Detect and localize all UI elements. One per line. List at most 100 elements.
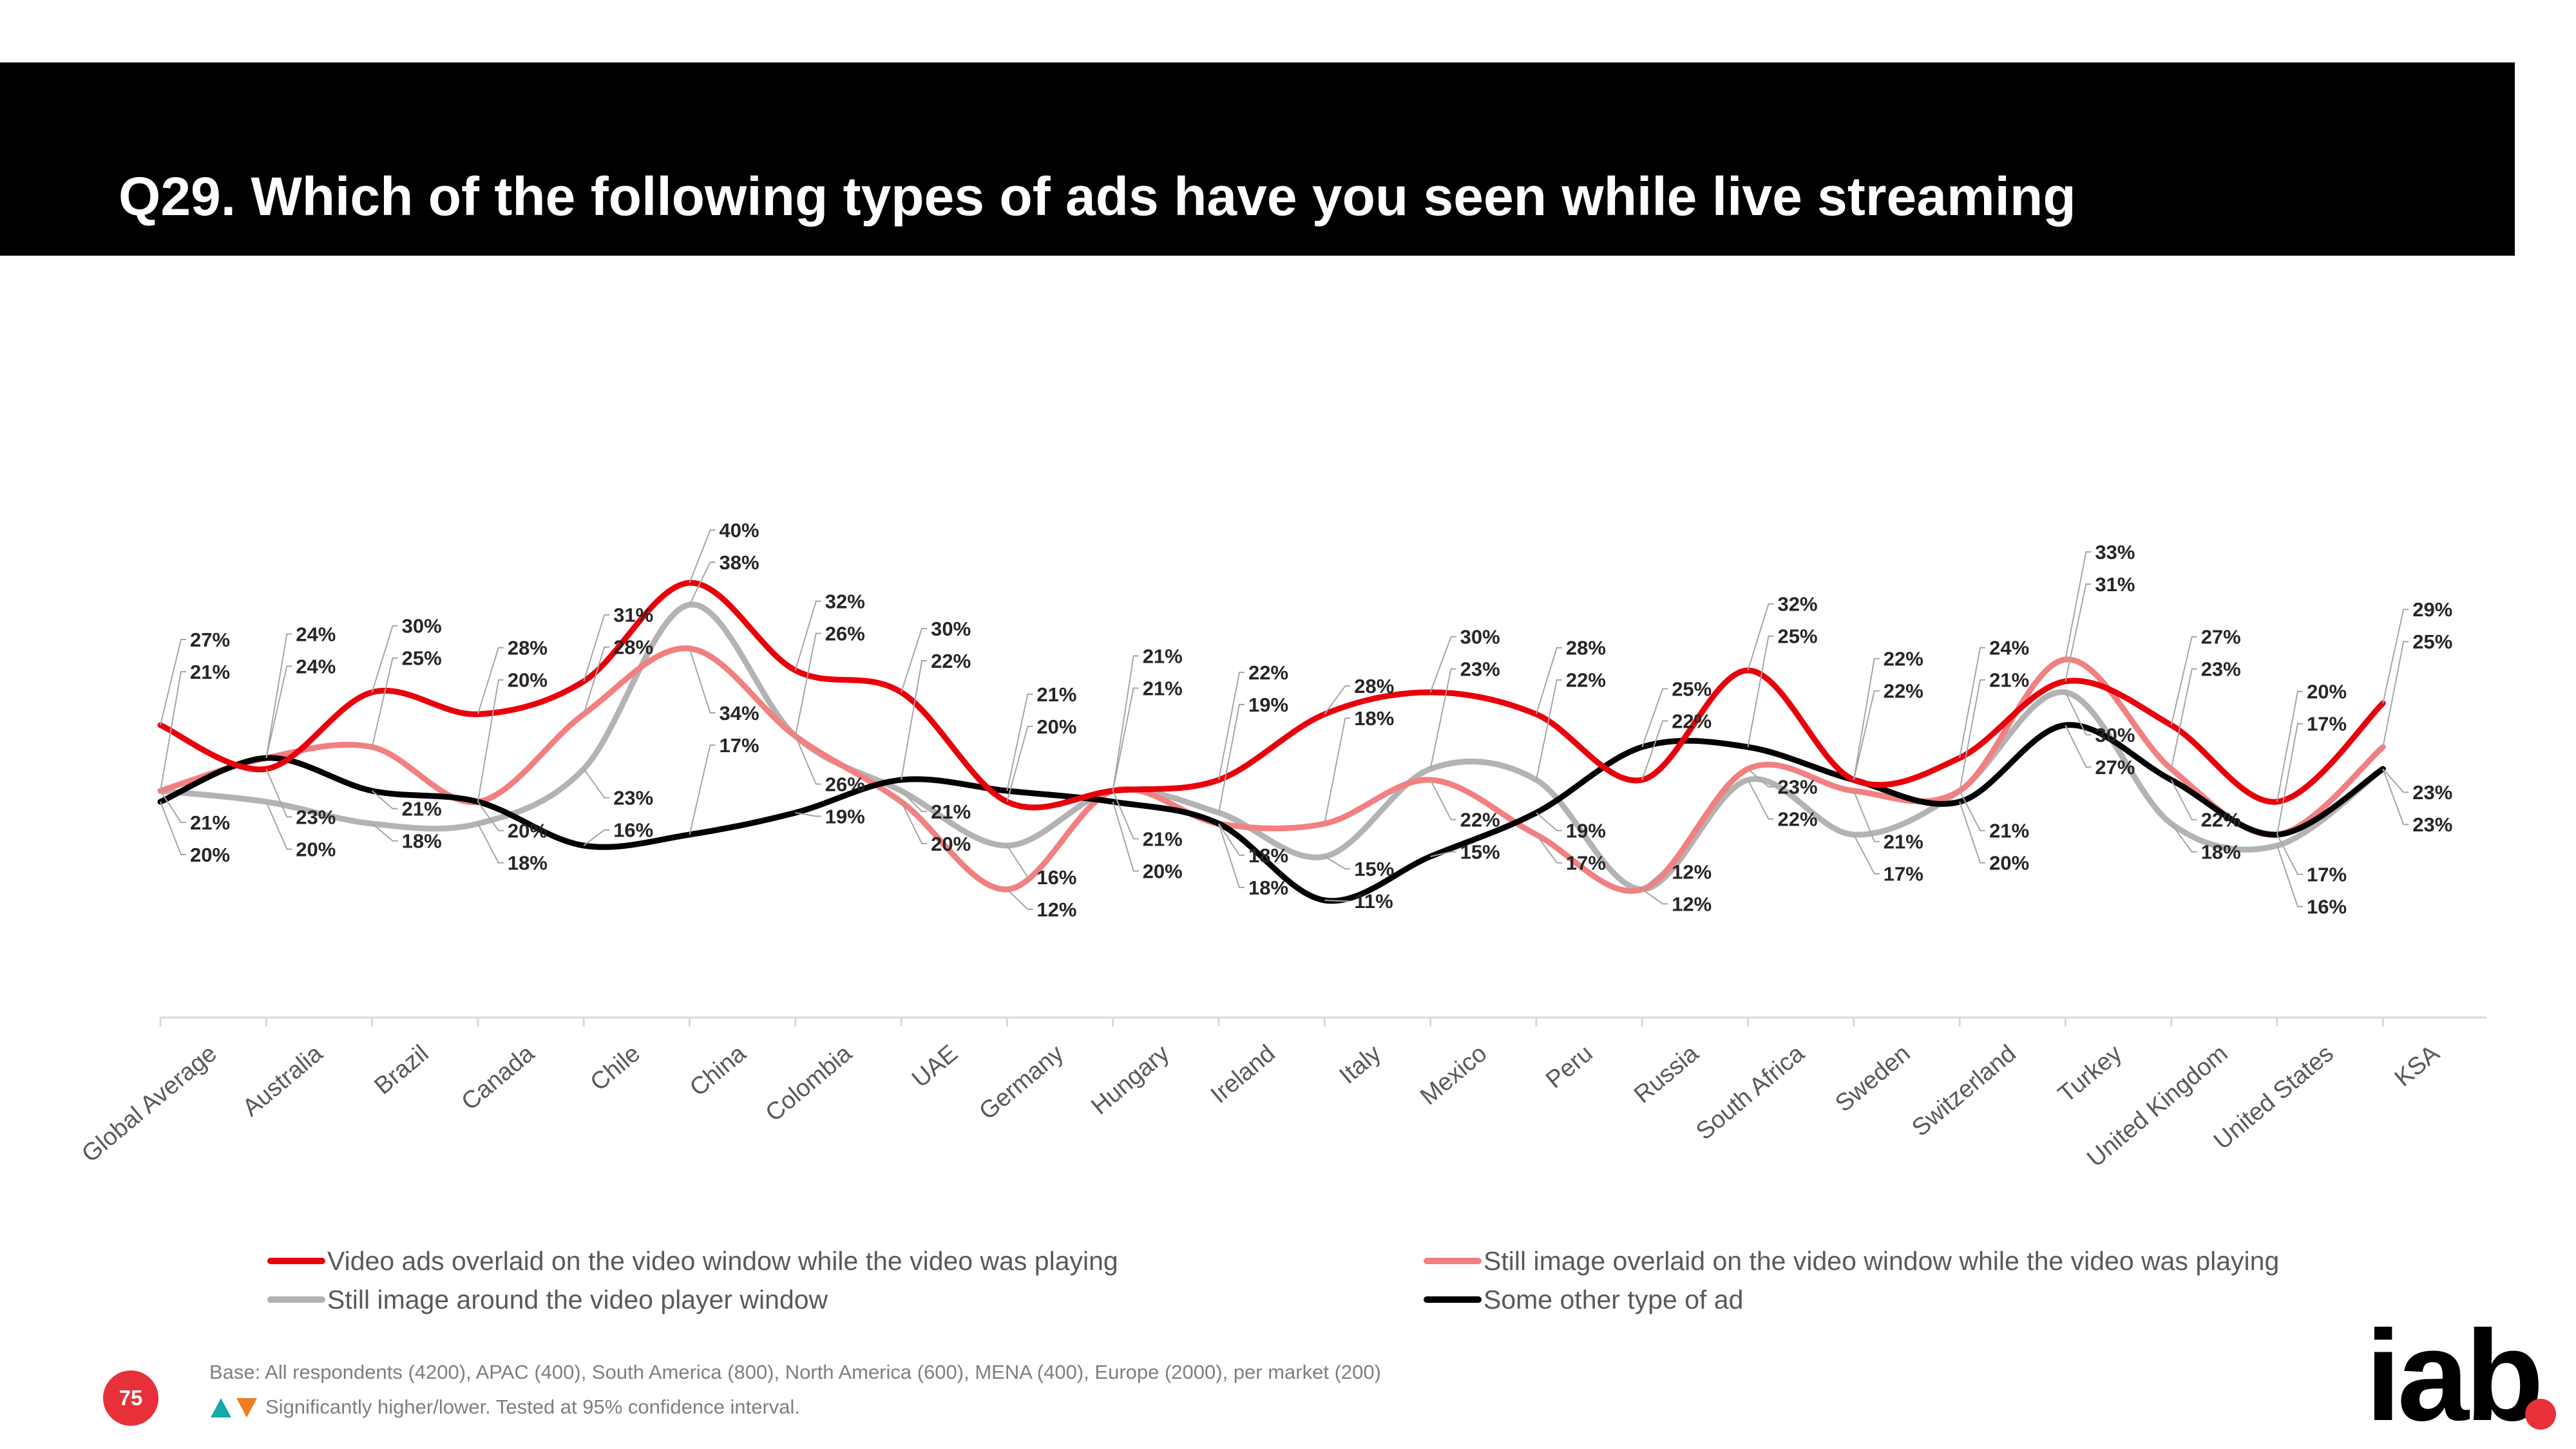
data-label-3: 21% xyxy=(1989,820,2029,842)
data-label-4: 17% xyxy=(2307,864,2347,886)
data-label-4: 20% xyxy=(1143,860,1183,882)
data-label-4: 21% xyxy=(1036,683,1076,706)
label-leader xyxy=(794,735,821,785)
data-label-3: 38% xyxy=(720,551,759,574)
label-leader xyxy=(1218,823,1245,888)
data-label-1: 32% xyxy=(825,590,865,612)
label-leader xyxy=(794,632,821,737)
data-label-1: 22% xyxy=(1884,648,1923,670)
data-label-1: 31% xyxy=(613,604,653,627)
x-axis: Global Average Australia Brazil Canada Chile… xyxy=(77,1016,2486,1173)
x-tick-label: Canada xyxy=(457,1039,540,1115)
label-leader xyxy=(1324,900,1351,902)
label-leader xyxy=(1324,856,1351,870)
label-leader xyxy=(1641,871,1668,890)
data-label-3: 23% xyxy=(1460,658,1500,681)
label-leader xyxy=(583,829,610,846)
label-leader xyxy=(371,823,398,842)
data-label-3: 18% xyxy=(402,830,442,853)
data-label-2: 12% xyxy=(1036,898,1076,921)
label-leader xyxy=(1959,790,1986,831)
footer-base-note: Base: All respondents (4200), APAC (400)… xyxy=(209,1361,1381,1383)
label-leader xyxy=(1006,693,1033,791)
data-label-3: 20% xyxy=(296,838,336,860)
label-leader xyxy=(1959,801,1986,864)
footer-significance-note: Significantly higher/lower. Tested at 95… xyxy=(265,1396,801,1418)
label-leader xyxy=(1218,671,1245,781)
label-leader xyxy=(583,768,610,799)
series-lines xyxy=(157,580,2386,904)
label-leader xyxy=(160,670,186,791)
data-label-3: 23% xyxy=(613,787,653,810)
data-label-2: 20% xyxy=(508,669,548,692)
data-label-4: 22% xyxy=(931,650,971,672)
x-tick-label: Turkey xyxy=(2053,1040,2127,1108)
data-label-3: 18% xyxy=(2201,841,2241,864)
label-leader xyxy=(2276,723,2303,835)
data-label-1: 20% xyxy=(2307,681,2347,703)
data-label-2: 25% xyxy=(2412,630,2452,653)
series-line-2 xyxy=(157,645,2386,894)
data-label-1: 28% xyxy=(508,637,548,659)
data-label-4: 19% xyxy=(825,805,865,828)
label-leader xyxy=(2065,692,2092,735)
label-leader xyxy=(1747,768,1774,788)
data-label-2: 21% xyxy=(1989,669,2029,692)
label-leader xyxy=(1535,647,1562,715)
series-line-4 xyxy=(157,722,2386,904)
label-leader xyxy=(371,657,398,748)
label-leader xyxy=(160,790,186,823)
data-label-4: 25% xyxy=(1778,625,1818,648)
data-label-1: 22% xyxy=(1672,710,1712,732)
label-leader xyxy=(1324,717,1351,824)
data-label-1: 31% xyxy=(2095,573,2135,596)
data-label-1: 28% xyxy=(1566,637,1606,659)
data-labels: 27% 21% 21% 20% 24% 24% 23% 20% 30% 25% 21% 18% 28% 2… xyxy=(160,519,2452,921)
label-leader xyxy=(901,659,928,781)
label-leader xyxy=(1853,790,1880,842)
x-tick-label: Sweden xyxy=(1830,1040,1915,1117)
label-leader xyxy=(2276,845,2303,907)
label-leader xyxy=(795,812,821,817)
label-leader xyxy=(1959,679,1986,791)
data-label-2: 17% xyxy=(1566,852,1606,875)
label-leader xyxy=(583,614,610,682)
data-label-1: 30% xyxy=(1460,626,1500,649)
data-label-2: 21% xyxy=(1143,677,1183,699)
label-leader xyxy=(1006,725,1033,802)
significance-arrows-icon xyxy=(211,1398,257,1417)
label-leader xyxy=(901,801,928,844)
data-label-2: 24% xyxy=(296,623,336,645)
x-tick-label: South Africa xyxy=(1691,1039,1810,1145)
data-label-1: 28% xyxy=(1354,675,1394,697)
legend-label-1: Video ads overlaid on the video window w… xyxy=(327,1246,1118,1276)
data-label-1: 30% xyxy=(402,615,442,638)
legend-label-2: Still image overlaid on the video window… xyxy=(1484,1246,2279,1276)
label-leader xyxy=(2276,690,2303,802)
x-tick-label: Hungary xyxy=(1086,1040,1174,1121)
data-label-4: 15% xyxy=(1460,841,1500,864)
label-leader xyxy=(477,679,504,802)
data-label-3: 19% xyxy=(1248,694,1288,716)
label-leader xyxy=(2382,768,2409,826)
label-leader xyxy=(265,801,292,850)
label-leader xyxy=(1006,889,1033,910)
data-label-4: 17% xyxy=(720,734,759,757)
label-leader xyxy=(160,638,186,726)
data-label-1: 27% xyxy=(190,629,230,651)
x-tick-label: Australia xyxy=(238,1039,329,1122)
data-label-4: 25% xyxy=(1672,677,1712,700)
data-label-3: 17% xyxy=(1884,863,1923,886)
data-label-1: 40% xyxy=(720,519,759,542)
data-label-2: 21% xyxy=(1884,831,1923,853)
data-label-2: 23% xyxy=(2201,658,2241,681)
legend-label-3: Still image around the video player wind… xyxy=(327,1285,828,1314)
label-leader xyxy=(2065,583,2092,682)
label-leader xyxy=(1535,679,1562,781)
data-label-3: 18% xyxy=(508,852,548,875)
data-label-4: 11% xyxy=(1354,890,1393,913)
data-label-2: 23% xyxy=(1778,776,1818,799)
label-leader xyxy=(1430,851,1456,857)
label-leader xyxy=(689,744,716,835)
label-leader xyxy=(1641,688,1668,748)
